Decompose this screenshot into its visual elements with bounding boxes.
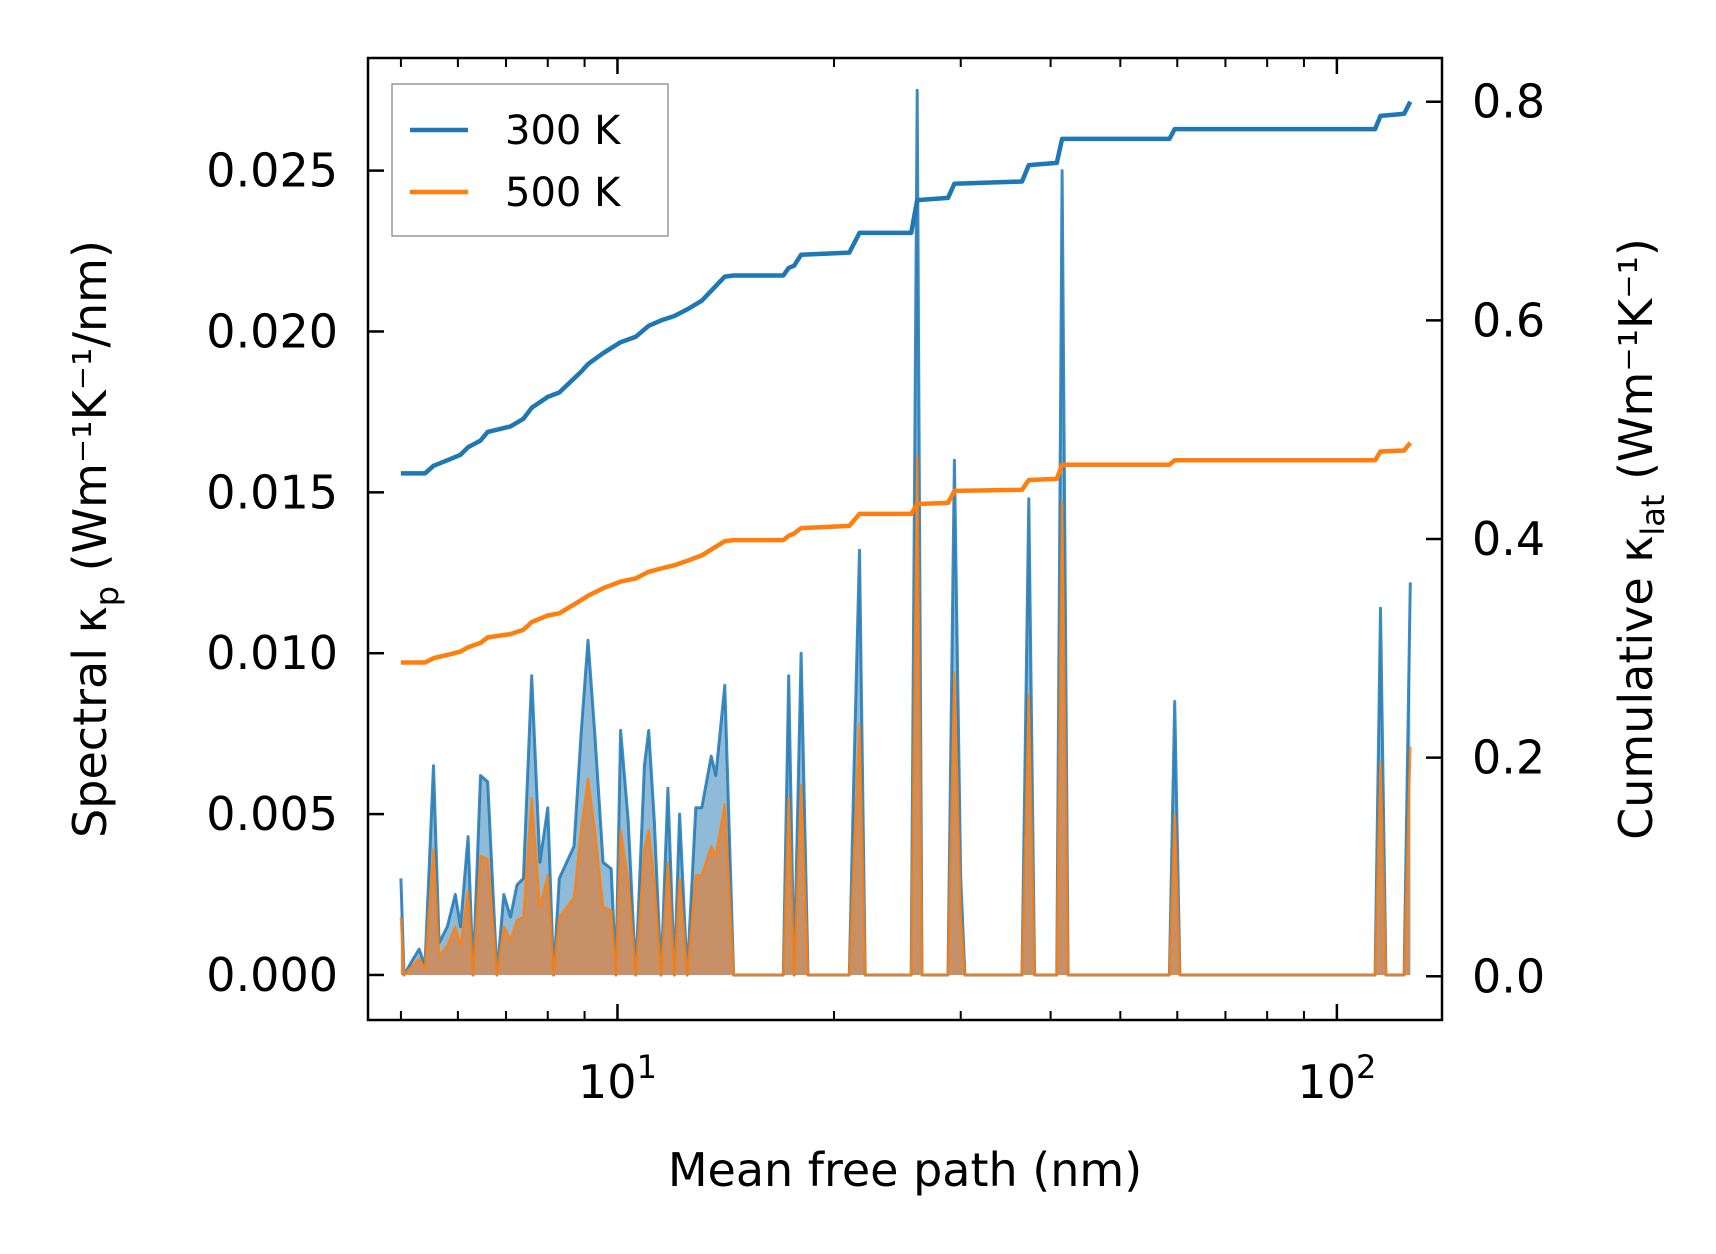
y-left-tick-label: 0.015 bbox=[206, 465, 338, 519]
y-left-tick-label: 0.005 bbox=[206, 787, 338, 841]
y-right-tick-label: 0.6 bbox=[1472, 293, 1545, 347]
legend-box bbox=[391, 83, 669, 237]
cumulative-line-500k bbox=[400, 441, 1413, 665]
x-tick-label: 102 bbox=[1297, 1048, 1376, 1109]
y-right-tick-label: 0.2 bbox=[1472, 731, 1545, 785]
x-axis-title: Mean free path (nm) bbox=[668, 1143, 1142, 1197]
y-left-tick-label: 0.025 bbox=[206, 144, 338, 198]
y-left-tick-label: 0.020 bbox=[206, 304, 338, 358]
cumulative-line-300k bbox=[400, 100, 1413, 476]
x-tick-label: 101 bbox=[578, 1048, 657, 1109]
spectral-line-500k bbox=[399, 455, 1412, 977]
y-right-axis-title: Cumulative κlat (Wm⁻¹K⁻¹) bbox=[1609, 238, 1672, 840]
y-right-tick-label: 0.4 bbox=[1472, 512, 1545, 566]
y-left-tick-label: 0.010 bbox=[206, 626, 338, 680]
y-left-tick-label: 0.000 bbox=[206, 948, 338, 1002]
legend: 300 K 500 K bbox=[391, 83, 669, 237]
axes: 0.000 0.005 0.010 0.015 0.020 0.025 0.0 0.2 0.4 0… bbox=[63, 56, 1672, 1197]
legend-label: 300 K bbox=[505, 108, 622, 154]
y-left-axis-title: Spectral κp (Wm⁻¹K⁻¹/nm) bbox=[63, 240, 126, 838]
legend-label: 500 K bbox=[505, 170, 622, 216]
y-right-tick-label: 0.0 bbox=[1472, 949, 1545, 1003]
y-right-tick-label: 0.8 bbox=[1472, 75, 1545, 129]
plot-area bbox=[399, 88, 1413, 977]
